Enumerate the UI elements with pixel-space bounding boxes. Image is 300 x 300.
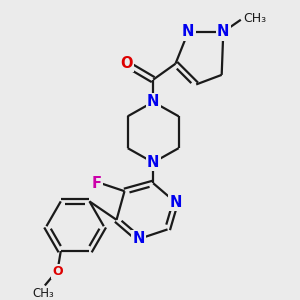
Text: N: N: [147, 155, 159, 170]
Text: O: O: [52, 265, 63, 278]
Text: N: N: [147, 94, 159, 110]
Text: F: F: [92, 176, 102, 191]
Text: CH₃: CH₃: [243, 12, 266, 25]
Text: O: O: [120, 56, 132, 71]
Text: N: N: [169, 195, 182, 210]
Text: N: N: [133, 232, 145, 247]
Text: CH₃: CH₃: [32, 287, 54, 300]
Text: N: N: [217, 24, 230, 39]
Text: N: N: [182, 24, 194, 39]
